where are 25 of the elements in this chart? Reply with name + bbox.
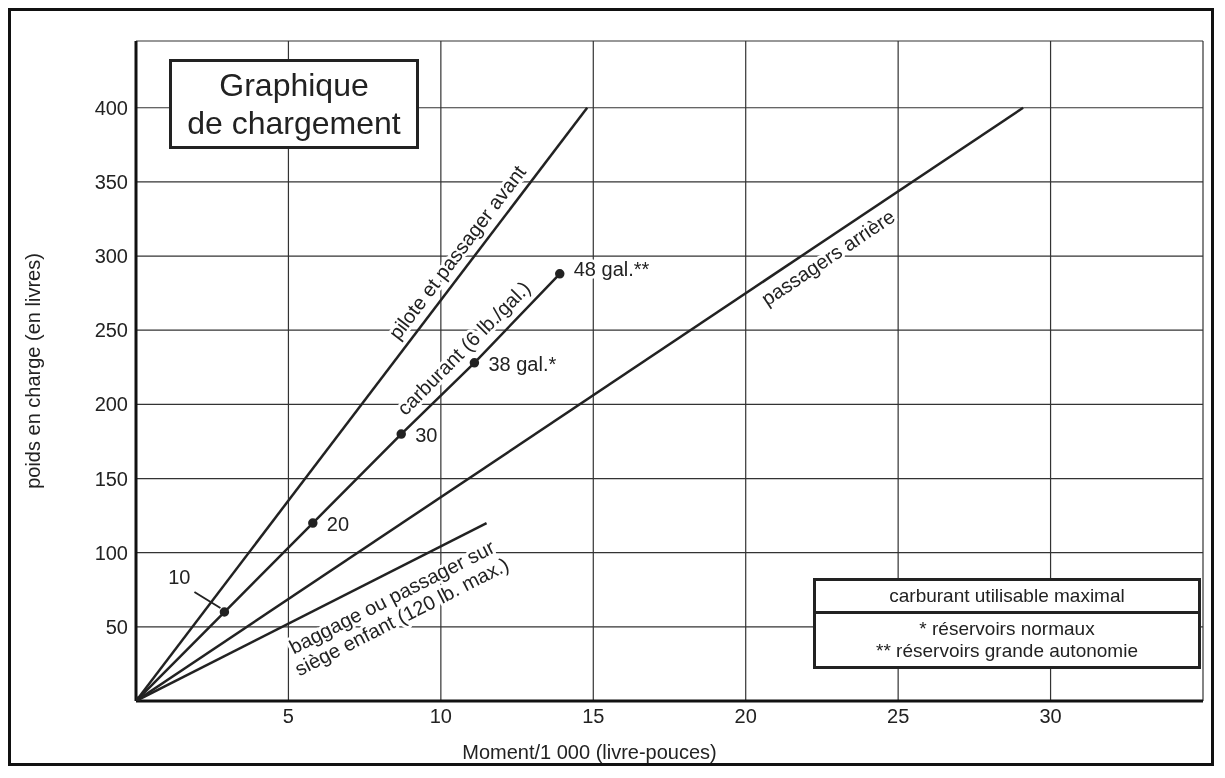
y-tick-label: 350 [94, 171, 128, 193]
x-tick-label: 20 [734, 705, 757, 728]
annotation: carburant utilisable maximal [816, 581, 1198, 614]
y-tick-label: 300 [94, 245, 128, 268]
x-axis-title: Moment/1 000 (livre-pouces) [462, 741, 717, 763]
annotation: 20 [326, 513, 350, 536]
y-tick-label: 200 [94, 393, 128, 416]
y-tick-label: 400 [94, 96, 128, 119]
annotation: 30 [415, 424, 438, 447]
y-axis-title: poids en charge (en livres) [22, 253, 45, 489]
y-tick-label: 150 [94, 467, 128, 490]
x-tick-label: 25 [887, 705, 910, 728]
y-tick-label: 100 [94, 541, 128, 564]
note-box: carburant utilisable maximal * réservoirs normaux ** réservoirs grande autonomie [813, 578, 1201, 669]
x-tick-label: 10 [429, 705, 452, 728]
x-tick-label: 5 [282, 705, 294, 728]
y-tick-label: 250 [94, 319, 128, 342]
title-box: Graphique de chargement [169, 59, 419, 149]
annotation: 38 gal.* [488, 352, 557, 375]
x-tick-label: 15 [582, 705, 605, 728]
x-tick-label: 30 [1039, 705, 1062, 728]
annotation: * réservoirs normaux [918, 618, 1096, 640]
annotation: ** réservoirs grande autonomie [875, 640, 1139, 662]
y-tick-label: 50 [105, 615, 128, 638]
annotation: 10 [168, 566, 191, 589]
